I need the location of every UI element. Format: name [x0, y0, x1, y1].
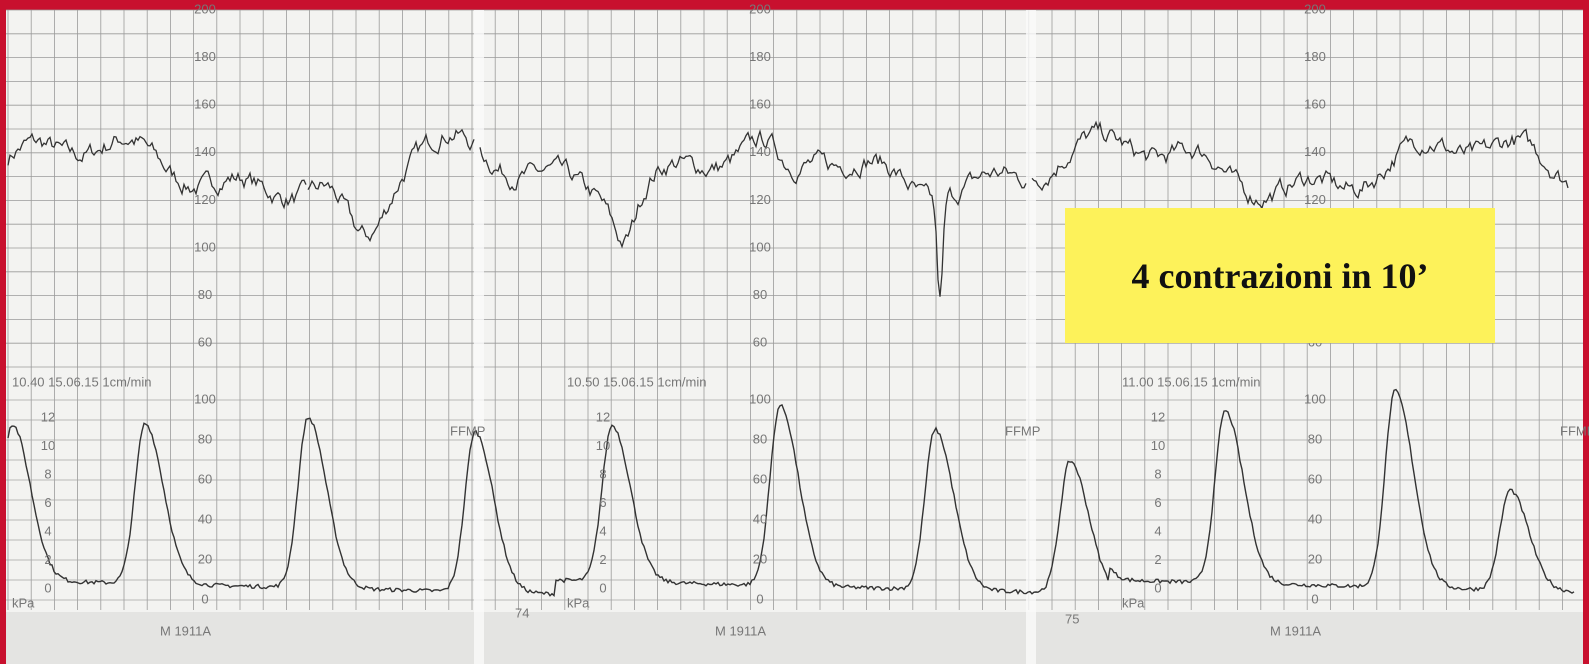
percent-scale-label: 80	[753, 431, 767, 446]
fhr-scale-label: 160	[1304, 97, 1326, 112]
paper-margin	[6, 612, 1583, 664]
fhr-scale-label: 180	[194, 49, 216, 64]
unit-label: kPa	[12, 595, 35, 610]
fhr-scale-label: 180	[1304, 49, 1326, 64]
annotation: 4 contrazioni in 10’	[1065, 208, 1495, 343]
fhr-scale-label: 100	[194, 239, 216, 254]
percent-scale-label: 0	[756, 591, 763, 606]
percent-scale-label: 100	[749, 391, 771, 406]
percent-scale-label: 20	[753, 551, 767, 566]
fhr-scale-label: 200	[1304, 1, 1326, 16]
kpa-scale-label: 0	[599, 580, 606, 595]
fhr-scale-label: 60	[753, 335, 767, 350]
percent-scale-label: 40	[1308, 511, 1322, 526]
kpa-scale-label: 12	[41, 409, 55, 424]
kpa-scale-label: 0	[44, 580, 51, 595]
percent-scale-label: 20	[1308, 551, 1322, 566]
fhr-scale-label: 200	[749, 1, 771, 16]
kpa-scale-label: 12	[1151, 409, 1165, 424]
fhr-trace	[7, 120, 1569, 297]
marker-label: FFMP	[1005, 423, 1040, 438]
kpa-scale-label: 8	[1154, 466, 1161, 481]
page-fold	[474, 10, 484, 664]
panel-header: 10.50 15.06.15 1cm/min	[567, 374, 706, 389]
fhr-scale-label: 120	[749, 192, 771, 207]
fhr-scale-label: 140	[1304, 144, 1326, 159]
percent-scale-label: 80	[1308, 431, 1322, 446]
fhr-scale-label: 100	[749, 239, 771, 254]
page-number: 74	[515, 605, 529, 620]
kpa-scale-label: 10	[596, 438, 610, 453]
kpa-scale-label: 2	[599, 552, 606, 567]
labels: 2001801601401201008060121086420100806040…	[12, 1, 1589, 638]
percent-scale-label: 60	[198, 471, 212, 486]
fhr-scale-label: 140	[749, 144, 771, 159]
fhr-scale-label: 80	[198, 287, 212, 302]
percent-scale-label: 80	[198, 431, 212, 446]
fhr-scale-label: 120	[194, 192, 216, 207]
fhr-scale-label: 200	[194, 1, 216, 16]
marker-label: FFMP	[1560, 423, 1589, 438]
kpa-scale-label: 6	[599, 495, 606, 510]
panel-header: 10.40 15.06.15 1cm/min	[12, 374, 151, 389]
kpa-scale-label: 8	[599, 466, 606, 481]
percent-scale-label: 40	[198, 511, 212, 526]
grid	[6, 9, 1583, 664]
marker-label: FFMP	[450, 423, 485, 438]
fhr-scale-label: 140	[194, 144, 216, 159]
fhr-scale-label: 120	[1304, 192, 1326, 207]
kpa-scale-label: 4	[599, 523, 606, 538]
kpa-scale-label: 8	[44, 466, 51, 481]
toco-trace	[7, 388, 1575, 598]
kpa-scale-label: 6	[1154, 495, 1161, 510]
percent-scale-label: 40	[753, 511, 767, 526]
percent-scale-label: 0	[201, 591, 208, 606]
kpa-scale-label: 2	[1154, 552, 1161, 567]
unit-label: kPa	[1122, 595, 1145, 610]
fhr-scale-label: 160	[194, 97, 216, 112]
kpa-scale-label: 10	[1151, 438, 1165, 453]
fhr-scale-label: 60	[198, 335, 212, 350]
kpa-scale-label: 0	[1154, 580, 1161, 595]
fhr-scale-label: 160	[749, 97, 771, 112]
percent-scale-label: 100	[1304, 391, 1326, 406]
page-fold	[1026, 10, 1036, 664]
kpa-scale-label: 4	[44, 523, 51, 538]
kpa-scale-label: 12	[596, 409, 610, 424]
panel-header: 11.00 15.06.15 1cm/min	[1122, 374, 1261, 389]
model-label: M 1911A	[160, 623, 211, 638]
model-label: M 1911A	[1270, 623, 1321, 638]
percent-scale-label: 60	[753, 471, 767, 486]
kpa-scale-label: 2	[44, 552, 51, 567]
kpa-scale-label: 6	[44, 495, 51, 510]
fhr-scale-label: 80	[753, 287, 767, 302]
percent-scale-label: 60	[1308, 471, 1322, 486]
traces	[7, 120, 1575, 598]
percent-scale-label: 100	[194, 391, 216, 406]
kpa-scale-label: 10	[41, 438, 55, 453]
kpa-scale-label: 4	[1154, 523, 1161, 538]
percent-scale-label: 0	[1311, 591, 1318, 606]
page-number: 75	[1065, 611, 1079, 626]
fhr-scale-label: 180	[749, 49, 771, 64]
percent-scale-label: 20	[198, 551, 212, 566]
model-label: M 1911A	[715, 623, 766, 638]
unit-label: kPa	[567, 595, 590, 610]
